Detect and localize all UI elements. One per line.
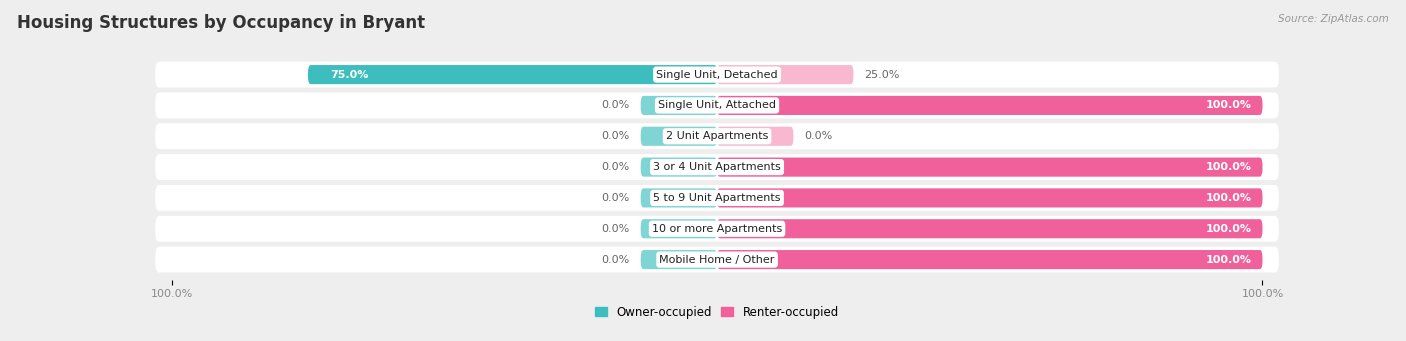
FancyBboxPatch shape <box>155 154 1279 180</box>
FancyBboxPatch shape <box>641 219 717 238</box>
FancyBboxPatch shape <box>641 96 717 115</box>
Text: 100.0%: 100.0% <box>1205 193 1251 203</box>
FancyBboxPatch shape <box>308 65 717 84</box>
FancyBboxPatch shape <box>155 123 1279 149</box>
FancyBboxPatch shape <box>717 127 793 146</box>
Text: 75.0%: 75.0% <box>330 70 368 79</box>
FancyBboxPatch shape <box>717 65 853 84</box>
FancyBboxPatch shape <box>155 247 1279 272</box>
Text: 0.0%: 0.0% <box>602 224 630 234</box>
FancyBboxPatch shape <box>641 158 717 177</box>
Text: 0.0%: 0.0% <box>602 101 630 110</box>
Text: 0.0%: 0.0% <box>602 162 630 172</box>
Text: 5 to 9 Unit Apartments: 5 to 9 Unit Apartments <box>654 193 780 203</box>
FancyBboxPatch shape <box>717 158 1263 177</box>
FancyBboxPatch shape <box>641 188 717 207</box>
Legend: Owner-occupied, Renter-occupied: Owner-occupied, Renter-occupied <box>591 301 844 323</box>
Text: 100.0%: 100.0% <box>1205 101 1251 110</box>
FancyBboxPatch shape <box>155 216 1279 242</box>
Text: Mobile Home / Other: Mobile Home / Other <box>659 255 775 265</box>
FancyBboxPatch shape <box>717 96 1263 115</box>
FancyBboxPatch shape <box>155 185 1279 211</box>
Text: 100.0%: 100.0% <box>1205 162 1251 172</box>
Text: 0.0%: 0.0% <box>804 131 832 141</box>
Text: 0.0%: 0.0% <box>602 255 630 265</box>
Text: Single Unit, Attached: Single Unit, Attached <box>658 101 776 110</box>
FancyBboxPatch shape <box>717 188 1263 207</box>
Text: 100.0%: 100.0% <box>1205 255 1251 265</box>
FancyBboxPatch shape <box>641 250 717 269</box>
Text: 100.0%: 100.0% <box>1205 224 1251 234</box>
Text: 25.0%: 25.0% <box>865 70 900 79</box>
FancyBboxPatch shape <box>155 92 1279 118</box>
Text: 0.0%: 0.0% <box>602 131 630 141</box>
Text: Source: ZipAtlas.com: Source: ZipAtlas.com <box>1278 14 1389 24</box>
FancyBboxPatch shape <box>641 127 717 146</box>
FancyBboxPatch shape <box>717 219 1263 238</box>
Text: 3 or 4 Unit Apartments: 3 or 4 Unit Apartments <box>654 162 780 172</box>
FancyBboxPatch shape <box>155 62 1279 88</box>
Text: 0.0%: 0.0% <box>602 193 630 203</box>
Text: 10 or more Apartments: 10 or more Apartments <box>652 224 782 234</box>
Text: 2 Unit Apartments: 2 Unit Apartments <box>666 131 768 141</box>
Text: Single Unit, Detached: Single Unit, Detached <box>657 70 778 79</box>
FancyBboxPatch shape <box>717 250 1263 269</box>
Text: Housing Structures by Occupancy in Bryant: Housing Structures by Occupancy in Bryan… <box>17 14 425 32</box>
